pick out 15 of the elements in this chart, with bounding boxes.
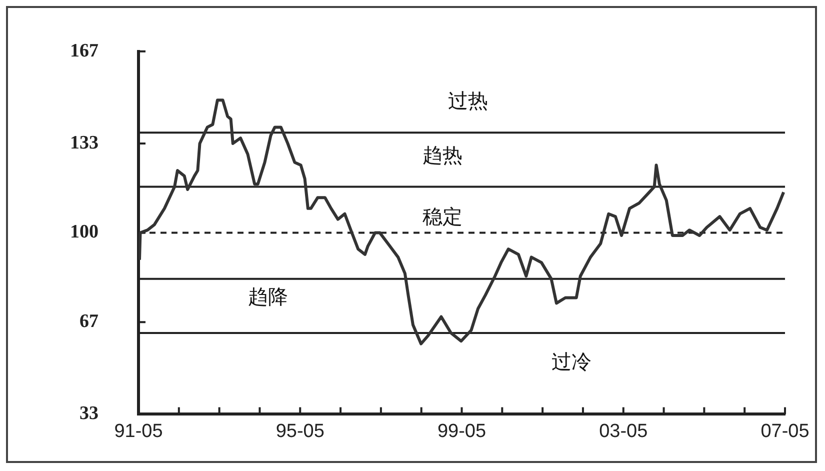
x-tick-label: 03-05	[599, 420, 648, 442]
annotation: 稳定	[422, 204, 462, 228]
y-tick-label: 67	[80, 311, 99, 332]
y-tick-label: 33	[80, 403, 98, 424]
x-tick-label: 07-05	[760, 420, 810, 442]
y-tick-label: 100	[70, 222, 98, 243]
annotation: 过热	[448, 88, 488, 112]
annotation: 趋热	[422, 142, 462, 167]
y-tick-label: 167	[70, 40, 99, 62]
x-tick-label: 91-05	[114, 420, 163, 442]
annotation: 过冷	[552, 350, 592, 374]
x-tick-label: 95-05	[276, 420, 324, 442]
y-tick-label: 133	[70, 132, 98, 154]
annotation: 趋降	[248, 284, 288, 308]
x-tick-label: 99-05	[437, 420, 486, 442]
